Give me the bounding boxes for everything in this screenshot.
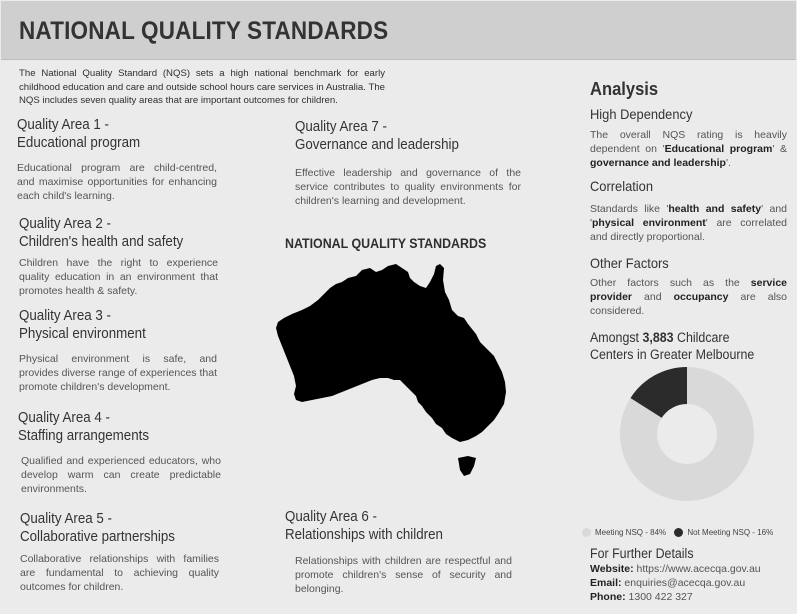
phone-value: 1300 422 327 <box>625 591 693 603</box>
other-factors-heading: Other Factors <box>590 255 669 271</box>
quality-area-description: Physical environment is safe, and provid… <box>19 353 217 393</box>
email-label: Email: <box>590 577 622 589</box>
amongst-caption: Amongst 3,883 Childcare Centers in Great… <box>590 330 755 362</box>
legend-item-not-meeting: Not Meeting NSQ - 16% <box>674 528 773 537</box>
quality-area-description: Effective leadership and governance of t… <box>295 167 521 207</box>
page-header: NATIONAL QUALITY STANDARDS <box>1 1 796 60</box>
quality-area-subtitle: Physical environment <box>19 326 146 342</box>
legend-item-meeting: Meeting NSQ - 84% <box>582 528 666 537</box>
website-label: Website: <box>590 563 634 575</box>
quality-area-6: Quality Area 6 - Relationships with chil… <box>285 508 512 596</box>
quality-area-5: Quality Area 5 - Collaborative partnersh… <box>20 510 219 594</box>
chart-legend: Meeting NSQ - 84% Not Meeting NSQ - 16% <box>582 528 797 539</box>
quality-area-4: Quality Area 4 - Staffing arrangements Q… <box>18 409 221 496</box>
further-details-heading: For Further Details <box>590 546 694 561</box>
map-title: NATIONAL QUALITY STANDARDS <box>285 236 487 251</box>
quality-area-description: Relationships with children are respectf… <box>295 555 512 595</box>
quality-area-subtitle: Governance and leadership <box>295 137 459 153</box>
quality-area-subtitle: Educational program <box>17 135 141 151</box>
quality-area-title: Quality Area 5 - <box>20 511 112 527</box>
legend-label: Meeting NSQ - 84% <box>595 528 667 537</box>
quality-area-title: Quality Area 6 - <box>285 509 377 525</box>
high-dependency-heading: High Dependency <box>590 106 693 122</box>
quality-area-description: Children have the right to experience qu… <box>19 257 218 297</box>
quality-area-title: Quality Area 2 - <box>19 216 111 232</box>
correlation-heading: Correlation <box>590 178 654 194</box>
quality-area-1: Quality Area 1 - Educational program Edu… <box>17 116 217 203</box>
correlation-text: Standards like 'health and safety' and '… <box>590 203 787 243</box>
quality-area-description: Educational program are child-centred, a… <box>17 162 217 202</box>
email-link[interactable]: enquiries@acecqa.gov.au <box>621 577 746 589</box>
intro-text: The National Quality Standard (NQS) sets… <box>19 68 385 106</box>
donut-chart <box>620 367 754 501</box>
website-link[interactable]: https://www.acecqa.gov.au <box>633 563 761 575</box>
website-line: Website: https://www.acecqa.gov.au <box>590 563 795 575</box>
quality-area-title: Quality Area 7 - <box>295 119 387 135</box>
other-factors-text: Other factors such as the service provid… <box>590 277 787 317</box>
quality-area-3: Quality Area 3 - Physical environment Ph… <box>19 307 217 394</box>
phone-label: Phone: <box>590 591 626 603</box>
quality-area-description: Qualified and experienced educators, who… <box>21 455 221 495</box>
quality-area-title: Quality Area 3 - <box>19 308 111 324</box>
australia-map-icon <box>276 264 506 476</box>
phone-line: Phone: 1300 422 327 <box>590 591 795 603</box>
analysis-title: Analysis <box>590 79 659 99</box>
legend-swatch <box>582 528 591 537</box>
quality-area-2: Quality Area 2 - Children's health and s… <box>19 215 218 298</box>
quality-area-subtitle: Collaborative partnerships <box>20 529 175 545</box>
page-title: NATIONAL QUALITY STANDARDS <box>19 17 389 45</box>
quality-area-title: Quality Area 1 - <box>17 117 109 133</box>
slice-meeting-nsq <box>620 367 754 501</box>
quality-area-subtitle: Children's health and safety <box>19 234 184 250</box>
email-line: Email: enquiries@acecqa.gov.au <box>590 577 795 589</box>
quality-area-description: Collaborative relationships with familie… <box>20 553 219 593</box>
slice-not-meeting-nsq <box>630 367 687 418</box>
quality-area-7: Quality Area 7 - Governance and leadersh… <box>295 118 521 208</box>
quality-area-title: Quality Area 4 - <box>18 410 110 426</box>
quality-area-subtitle: Relationships with children <box>285 527 443 543</box>
high-dependency-text: The overall NQS rating is heavily depend… <box>590 129 788 169</box>
legend-swatch <box>674 528 684 537</box>
legend-label: Not Meeting NSQ - 16% <box>687 528 774 537</box>
quality-area-subtitle: Staffing arrangements <box>18 428 150 444</box>
